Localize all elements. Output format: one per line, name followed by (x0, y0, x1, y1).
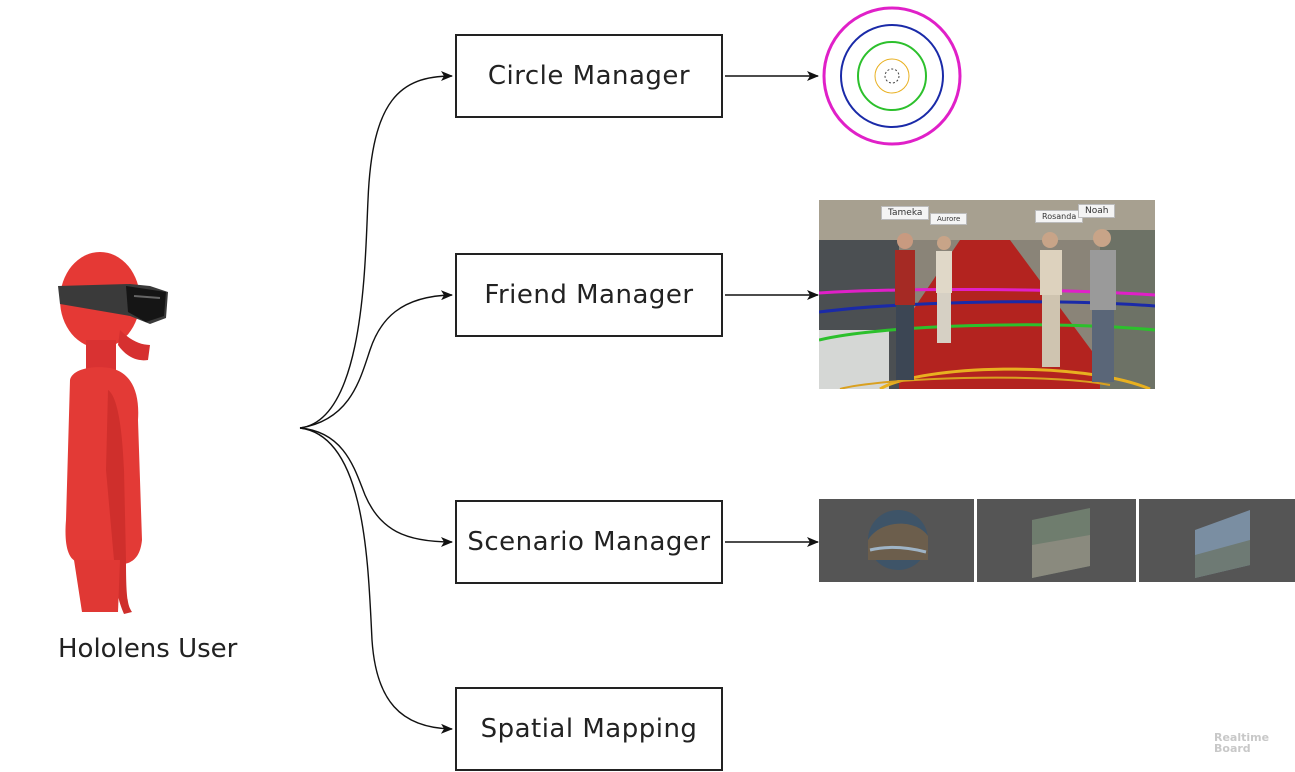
spatial-mapping-box: Spatial Mapping (455, 687, 723, 771)
friend-name-tag: Noah (1078, 204, 1116, 218)
circle-manager-box: Circle Manager (455, 34, 723, 118)
friend-name-tag: Rosanda (1035, 210, 1084, 223)
scenario-manager-label: Scenario Manager (467, 527, 711, 557)
avatar (1090, 229, 1116, 382)
realtimeboard-watermark: Realtime Board (1214, 731, 1270, 755)
avatar (895, 233, 915, 380)
avatar (936, 236, 952, 343)
connector-spatial (299, 427, 453, 734)
connector-scenario (299, 427, 453, 547)
avatar (1040, 232, 1062, 367)
friend-manager-box: Friend Manager (455, 253, 723, 337)
friend-name-tag: Aurore (930, 213, 968, 225)
hololens-user-label: Hololens User (58, 634, 238, 664)
connectors (299, 71, 819, 734)
concentric-circles-icon (822, 6, 962, 146)
hololens-user-figure (58, 252, 168, 614)
friend-name-tag: Tameka (881, 206, 930, 220)
connector-friend (299, 290, 453, 429)
scenario-thumbnails (819, 499, 1295, 582)
spatial-mapping-label: Spatial Mapping (480, 714, 698, 744)
friend-scene-image (819, 200, 1155, 389)
connector-circle (299, 71, 453, 429)
circle-manager-label: Circle Manager (487, 61, 691, 91)
scenario-manager-box: Scenario Manager (455, 500, 723, 584)
friend-manager-label: Friend Manager (484, 280, 694, 310)
